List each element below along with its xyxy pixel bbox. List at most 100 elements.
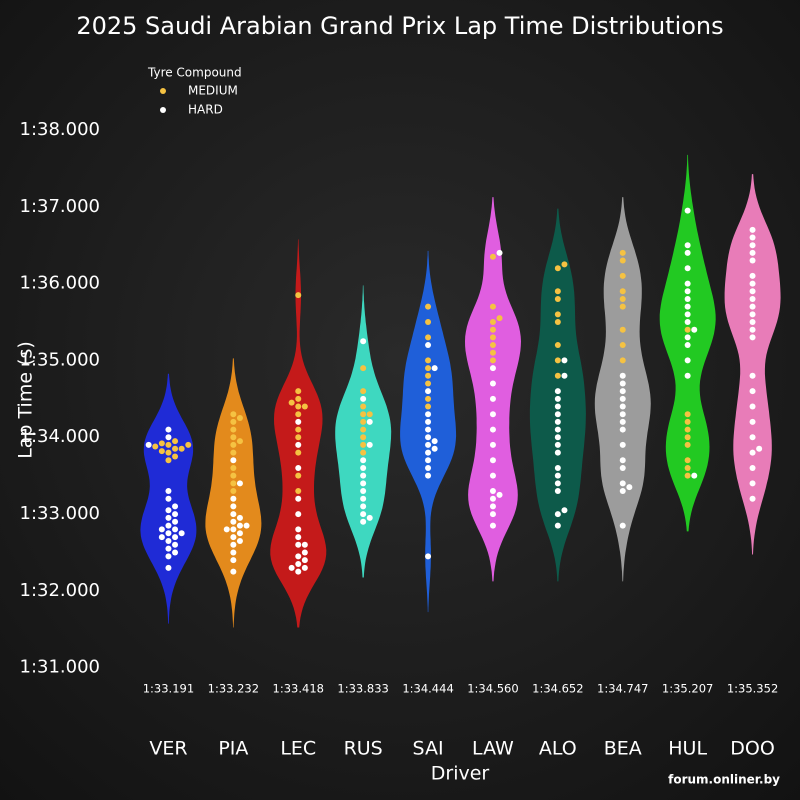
lap-point — [360, 464, 367, 471]
lap-point — [236, 522, 243, 529]
lap-point — [619, 488, 626, 495]
lap-point — [561, 357, 568, 364]
lap-point — [554, 403, 561, 410]
lap-point — [230, 480, 237, 487]
lap-point — [223, 526, 230, 533]
lap-point — [431, 438, 438, 445]
lap-point — [619, 441, 626, 448]
x-tick-label: HUL — [668, 738, 707, 760]
lap-point — [619, 403, 626, 410]
lap-point — [561, 372, 568, 379]
lap-point — [425, 357, 432, 364]
lap-point — [684, 418, 691, 425]
lap-point — [684, 207, 691, 214]
lap-point — [749, 295, 756, 302]
lap-point — [619, 295, 626, 302]
lap-point — [425, 403, 432, 410]
lap-point — [425, 395, 432, 402]
lap-point — [295, 561, 302, 567]
violin — [465, 197, 521, 582]
lap-point — [230, 472, 237, 479]
lap-point — [165, 545, 172, 552]
lap-point — [619, 288, 626, 295]
lap-point — [489, 488, 496, 495]
lap-point — [178, 445, 185, 452]
lap-point — [425, 472, 432, 479]
median-label: 1:33.418 — [273, 682, 324, 696]
lap-point — [489, 522, 496, 529]
lap-point — [230, 518, 237, 525]
lap-point — [425, 388, 432, 395]
lap-point — [236, 415, 243, 422]
y-tick-label: 1:36.000 — [20, 273, 101, 294]
lap-point — [554, 295, 561, 302]
lap-point — [230, 549, 237, 556]
lap-point — [366, 441, 373, 448]
lap-point — [684, 472, 691, 479]
lap-point — [691, 472, 698, 479]
lap-point — [561, 261, 568, 268]
lap-point — [554, 488, 561, 495]
lap-point — [152, 443, 159, 450]
lap-point — [425, 342, 432, 349]
lap-point — [295, 411, 302, 418]
lap-point — [301, 557, 308, 564]
lap-point — [360, 480, 367, 487]
lap-point — [425, 426, 432, 433]
lap-point — [756, 445, 763, 452]
lap-point — [158, 448, 165, 455]
lap-point — [178, 530, 185, 537]
lap-point — [489, 303, 496, 310]
lap-point — [145, 441, 152, 448]
lap-point — [619, 418, 626, 425]
lap-point — [425, 449, 432, 456]
lap-point — [749, 464, 756, 471]
lap-point — [230, 457, 237, 464]
lap-point — [749, 242, 756, 249]
legend-label: HARD — [188, 103, 223, 117]
lap-point — [554, 357, 561, 364]
lap-point — [554, 449, 561, 456]
lap-point — [360, 449, 367, 456]
x-tick-label: DOO — [730, 738, 775, 760]
lap-point — [295, 495, 302, 502]
lap-point — [360, 441, 367, 448]
lap-point — [489, 441, 496, 448]
lap-point — [230, 418, 237, 425]
lap-point — [684, 288, 691, 295]
lap-point — [425, 434, 432, 441]
lap-point — [489, 503, 496, 510]
lap-point — [158, 534, 165, 541]
lap-point — [489, 511, 496, 518]
lap-point — [230, 557, 237, 564]
lap-point — [619, 249, 626, 256]
lap-point — [165, 537, 172, 544]
lap-point — [554, 388, 561, 395]
lap-point — [619, 464, 626, 471]
lap-point — [295, 403, 302, 410]
lap-point — [619, 395, 626, 402]
lap-point — [489, 495, 496, 502]
lap-point — [431, 445, 438, 452]
lap-point — [619, 480, 626, 487]
lap-point — [165, 564, 172, 571]
lap-point — [496, 491, 503, 498]
median-label: 1:33.232 — [208, 682, 259, 696]
lap-point — [230, 464, 237, 471]
lap-point — [489, 342, 496, 349]
lap-point — [749, 449, 756, 456]
lap-point — [301, 403, 308, 410]
lap-point — [295, 464, 302, 471]
lap-point — [489, 426, 496, 433]
lap-point — [684, 295, 691, 302]
x-tick-label: PIA — [218, 738, 248, 760]
y-tick-label: 1:31.000 — [20, 657, 101, 678]
lap-point — [243, 522, 250, 529]
y-tick-label: 1:34.000 — [20, 426, 101, 447]
lap-point — [360, 495, 367, 502]
lap-point — [236, 480, 243, 487]
lap-point — [425, 319, 432, 326]
lap-point — [360, 518, 367, 525]
lap-point — [749, 226, 756, 233]
